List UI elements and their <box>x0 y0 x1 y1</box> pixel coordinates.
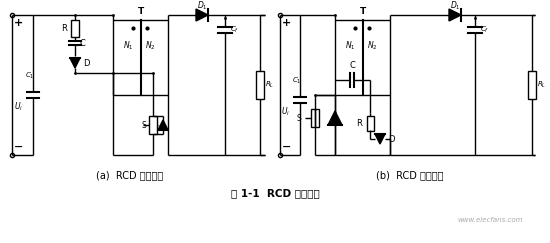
Text: $N_1$: $N_1$ <box>123 40 134 52</box>
Text: $D_1$: $D_1$ <box>197 0 207 12</box>
Polygon shape <box>328 111 342 125</box>
Text: D: D <box>83 59 90 68</box>
Bar <box>335 20 390 95</box>
Text: $R_L$: $R_L$ <box>537 80 546 90</box>
Bar <box>366 115 373 130</box>
Text: $U_i$: $U_i$ <box>281 106 290 118</box>
Text: (b)  RCD 缓冲电路: (b) RCD 缓冲电路 <box>376 170 444 180</box>
Text: +: + <box>14 18 23 28</box>
Text: (a)  RCD 箝位电路: (a) RCD 箝位电路 <box>96 170 164 180</box>
Polygon shape <box>70 58 80 68</box>
Text: $C_1$: $C_1$ <box>25 71 35 81</box>
Text: S: S <box>141 121 146 130</box>
Text: C: C <box>80 38 86 47</box>
Polygon shape <box>375 134 385 144</box>
Polygon shape <box>196 9 208 21</box>
Text: $C_1$: $C_1$ <box>292 76 302 86</box>
Bar <box>71 20 79 37</box>
Text: $N_1$: $N_1$ <box>345 40 356 52</box>
Text: C: C <box>349 61 355 70</box>
Bar <box>149 116 157 134</box>
Text: R: R <box>61 24 67 33</box>
Text: $N_2$: $N_2$ <box>367 40 378 52</box>
Polygon shape <box>449 9 461 21</box>
Text: $C_f$: $C_f$ <box>480 25 489 35</box>
Text: −: − <box>14 142 23 152</box>
Text: R: R <box>356 119 362 128</box>
Text: S: S <box>296 113 301 122</box>
Text: $R_L$: $R_L$ <box>265 80 274 90</box>
Text: T: T <box>138 7 144 16</box>
Text: −: − <box>282 142 292 152</box>
Text: $U_i$: $U_i$ <box>14 101 23 113</box>
Text: $C_f$: $C_f$ <box>230 25 239 35</box>
Text: T: T <box>359 7 366 16</box>
Text: $N_2$: $N_2$ <box>145 40 156 52</box>
Bar <box>311 109 319 127</box>
Bar <box>113 20 168 95</box>
Text: $D_1$: $D_1$ <box>450 0 460 12</box>
Bar <box>256 71 264 99</box>
Polygon shape <box>158 120 168 130</box>
Text: www.elecfans.com: www.elecfans.com <box>457 217 522 223</box>
Bar <box>528 71 536 99</box>
Text: 图 1-1  RCD 吸收电路: 图 1-1 RCD 吸收电路 <box>230 188 320 198</box>
Text: +: + <box>282 18 292 28</box>
Text: D: D <box>388 134 394 144</box>
